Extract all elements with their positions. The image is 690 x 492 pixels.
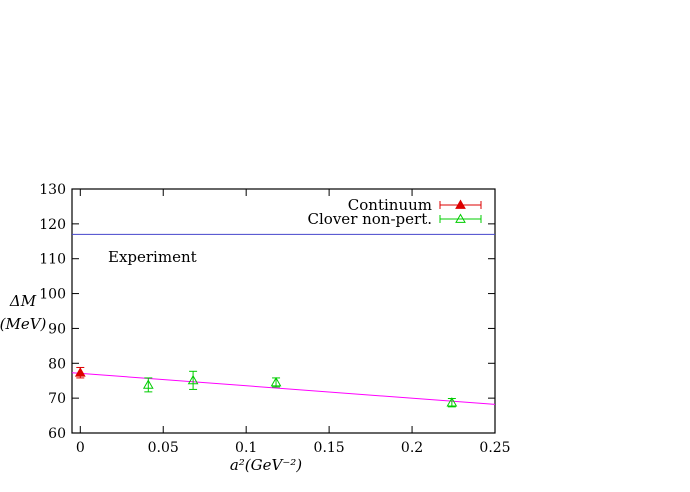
x-tick-label: 0.1 bbox=[235, 440, 257, 456]
x-tick-label: 0.05 bbox=[148, 440, 179, 456]
y-tick-label: 90 bbox=[48, 321, 66, 337]
continuum-point bbox=[74, 367, 86, 377]
plot-frame bbox=[71, 188, 496, 434]
clover-point bbox=[142, 379, 154, 389]
y-tick-label: 100 bbox=[39, 287, 66, 303]
y-tick-label: 80 bbox=[48, 356, 66, 372]
y-tick-label: 110 bbox=[39, 252, 66, 268]
annotation-experiment: Experiment bbox=[108, 248, 197, 266]
x-tick-label: 0 bbox=[76, 440, 85, 456]
legend: Continuum Clover non-pert. bbox=[308, 196, 482, 228]
legend-marker-clover bbox=[455, 213, 466, 223]
clover-point bbox=[270, 376, 282, 387]
x-tick-label: 0.2 bbox=[401, 440, 423, 456]
y-tick-label: 60 bbox=[48, 426, 66, 442]
y-tick-label: 70 bbox=[48, 391, 66, 407]
y-axis-label-top: ΔM bbox=[9, 292, 37, 310]
x-tick-label: 0.15 bbox=[314, 440, 345, 456]
y-axis-label-bottom: (MeV) bbox=[0, 315, 47, 333]
y-tick-label: 130 bbox=[39, 182, 66, 198]
x-tick-label: 0.25 bbox=[479, 440, 510, 456]
x-axis-label: a²(GeV⁻²) bbox=[230, 456, 302, 474]
data-layer bbox=[71, 233, 496, 408]
legend-label-clover: Clover non-pert. bbox=[308, 210, 432, 228]
legend-label-continuum: Continuum bbox=[348, 196, 432, 214]
axes-layer: 60 70 80 90 100 110 120 130 0 0.05 0.1 0.15 0.2 0.25 bbox=[39, 182, 510, 456]
clover-point bbox=[187, 374, 199, 385]
fit-line bbox=[71, 372, 496, 405]
y-tick-label: 120 bbox=[39, 217, 66, 233]
clover-point bbox=[446, 397, 458, 407]
legend-marker-continuum bbox=[455, 199, 466, 209]
